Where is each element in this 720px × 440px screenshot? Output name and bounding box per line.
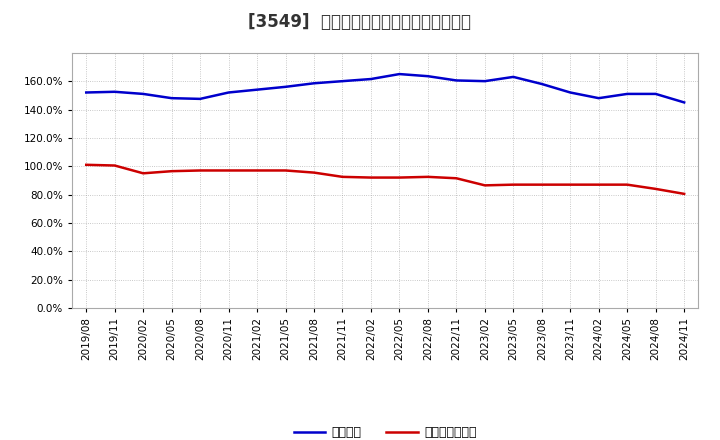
- 固定長期適合率: [423, 174, 432, 180]
- 固定比率: [480, 78, 489, 84]
- 固定長期適合率: [110, 163, 119, 168]
- 固定比率: [652, 91, 660, 96]
- 固定比率: [110, 89, 119, 95]
- 固定長期適合率: [282, 168, 290, 173]
- 固定長期適合率: [480, 183, 489, 188]
- 固定長期適合率: [310, 170, 318, 175]
- Legend: 固定比率, 固定長期適合率: 固定比率, 固定長期適合率: [289, 422, 482, 440]
- 固定比率: [566, 90, 575, 95]
- 固定比率: [623, 91, 631, 96]
- 固定比率: [366, 77, 375, 82]
- 固定比率: [680, 100, 688, 105]
- 固定長期適合率: [167, 169, 176, 174]
- Line: 固定長期適合率: 固定長期適合率: [86, 165, 684, 194]
- 固定長期適合率: [395, 175, 404, 180]
- 固定長期適合率: [595, 182, 603, 187]
- 固定比率: [310, 81, 318, 86]
- Line: 固定比率: 固定比率: [86, 74, 684, 103]
- 固定比率: [509, 74, 518, 80]
- 固定比率: [82, 90, 91, 95]
- 固定比率: [253, 87, 261, 92]
- 固定長期適合率: [452, 176, 461, 181]
- 固定長期適合率: [225, 168, 233, 173]
- 固定長期適合率: [537, 182, 546, 187]
- 固定比率: [196, 96, 204, 102]
- 固定長期適合率: [196, 168, 204, 173]
- 固定比率: [167, 95, 176, 101]
- 固定長期適合率: [253, 168, 261, 173]
- 固定比率: [139, 91, 148, 96]
- 固定長期適合率: [623, 182, 631, 187]
- 固定長期適合率: [509, 182, 518, 187]
- 固定長期適合率: [680, 191, 688, 197]
- 固定比率: [225, 90, 233, 95]
- 固定比率: [423, 73, 432, 79]
- 固定長期適合率: [366, 175, 375, 180]
- 固定長期適合率: [338, 174, 347, 180]
- 固定長期適合率: [566, 182, 575, 187]
- 固定比率: [338, 78, 347, 84]
- 固定比率: [595, 95, 603, 101]
- 固定比率: [282, 84, 290, 89]
- 固定長期適合率: [652, 186, 660, 191]
- 固定比率: [452, 78, 461, 83]
- 固定比率: [395, 71, 404, 77]
- 固定長期適合率: [82, 162, 91, 168]
- Text: [3549]  固定比率、固定長期適合率の推移: [3549] 固定比率、固定長期適合率の推移: [248, 13, 472, 31]
- 固定比率: [537, 81, 546, 87]
- 固定長期適合率: [139, 171, 148, 176]
